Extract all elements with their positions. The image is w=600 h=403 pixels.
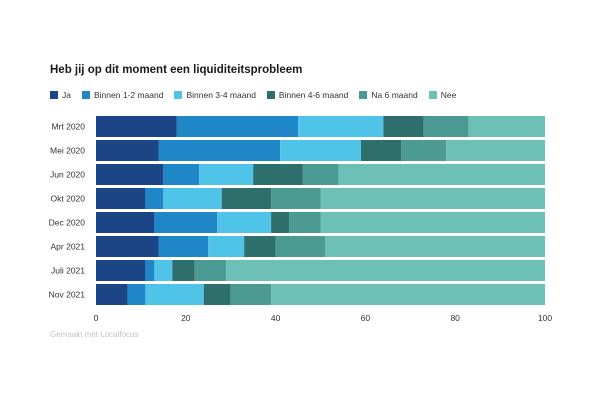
chart-legend: Ja Binnen 1-2 maand Binnen 3-4 maand Binnen…	[50, 90, 467, 100]
bar-segment	[230, 284, 272, 305]
category-label: Okt 2020	[51, 194, 86, 204]
bar-segment	[338, 164, 545, 185]
bar-segment	[172, 260, 195, 281]
bar-segment	[271, 212, 290, 233]
bar-segment	[289, 212, 321, 233]
bar-segment	[271, 284, 545, 305]
chart-title: Heb jij op dit moment een liquiditeitspr…	[50, 64, 303, 76]
bar-segment	[96, 212, 155, 233]
legend-label: Na 6 maand	[371, 90, 418, 100]
legend-label: Binnen 4-6 maand	[278, 90, 349, 100]
legend-swatch	[50, 91, 58, 99]
legend-swatch	[359, 91, 368, 99]
bar-segment	[96, 284, 128, 305]
bar-segment	[154, 260, 173, 281]
category-label: Apr 2021	[51, 242, 86, 252]
legend-item: Na 6 maand	[359, 90, 418, 100]
legend-item: Binnen 4-6 maand	[266, 90, 349, 100]
bar-segment	[324, 236, 545, 257]
legend-item: Nee	[428, 90, 457, 100]
bar-segment	[320, 188, 545, 209]
bar-segment	[320, 212, 545, 233]
bar-segment	[423, 116, 469, 137]
legend-item: Ja	[50, 90, 71, 100]
bar-segment	[127, 284, 146, 305]
bar-segment	[96, 140, 159, 161]
bar-segment	[446, 140, 545, 161]
legend-label: Nee	[440, 90, 457, 100]
bar-segment	[154, 212, 218, 233]
bar-segment	[96, 116, 177, 137]
credit-text: Gemaakt met Localfocus	[50, 330, 139, 339]
bar-segment	[217, 212, 272, 233]
x-tick-label: 0	[94, 313, 99, 323]
bar-segment	[221, 188, 272, 209]
bar-segment	[163, 164, 200, 185]
bar-segment	[253, 164, 303, 185]
bar-segment	[158, 236, 209, 257]
bar-segment	[401, 140, 447, 161]
bar-segment	[302, 164, 339, 185]
category-label: Juli 2021	[51, 266, 85, 276]
bar-segment	[96, 188, 146, 209]
bar-segment	[275, 236, 325, 257]
category-label: Mrt 2020	[51, 122, 85, 132]
bar-segment	[145, 188, 164, 209]
bar-segment	[360, 140, 402, 161]
x-tick-label: 100	[538, 313, 552, 323]
legend-item: Binnen 1-2 maand	[81, 90, 164, 100]
category-label: Nov 2021	[49, 290, 86, 300]
legend-swatch	[174, 91, 183, 99]
category-label: Mei 2020	[50, 146, 85, 156]
legend-swatch	[266, 91, 275, 99]
x-tick-label: 60	[361, 313, 371, 323]
category-label: Dec 2020	[49, 218, 86, 228]
legend-item: Binnen 3-4 maand	[174, 90, 256, 100]
bar-segment	[280, 140, 361, 161]
legend-label: Ja	[62, 90, 71, 100]
bar-segment	[383, 116, 424, 137]
legend-label: Binnen 3-4 maand	[186, 90, 256, 100]
bar-segment	[158, 140, 281, 161]
x-tick-label: 20	[181, 313, 191, 323]
bar-segment	[203, 284, 231, 305]
bar-segment	[271, 188, 321, 209]
bar-segment	[298, 116, 384, 137]
bar-segment	[163, 188, 222, 209]
x-tick-label: 80	[450, 313, 460, 323]
bar-segment	[176, 116, 299, 137]
legend-swatch	[81, 91, 90, 99]
legend-label: Binnen 1-2 maand	[93, 90, 164, 100]
bar-segment	[194, 260, 227, 281]
legend-swatch	[428, 91, 437, 99]
bar-segment	[208, 236, 245, 257]
bar-segment	[96, 236, 159, 257]
bar-segment	[199, 164, 254, 185]
bar-segment	[145, 284, 204, 305]
x-tick-label: 40	[271, 313, 281, 323]
category-label: Jun 2020	[50, 170, 85, 180]
bar-segment	[96, 260, 146, 281]
bar-segment	[226, 260, 545, 281]
bar-segment	[468, 116, 545, 137]
bar-segment	[244, 236, 276, 257]
bar-segment	[96, 164, 164, 185]
bar-segment	[145, 260, 155, 281]
